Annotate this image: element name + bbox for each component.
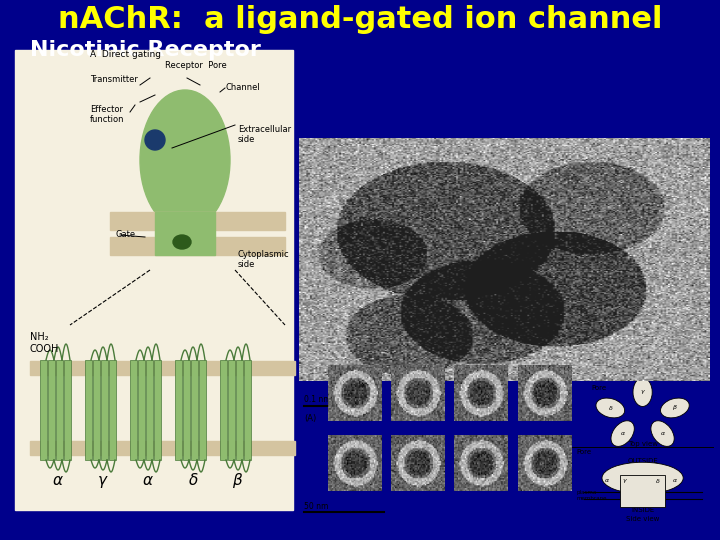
Bar <box>15 50 293 510</box>
Text: $\delta$: $\delta$ <box>608 404 613 412</box>
Ellipse shape <box>173 235 191 249</box>
Text: Cytoplasmic
side: Cytoplasmic side <box>238 250 289 269</box>
Text: $\beta$: $\beta$ <box>233 471 243 490</box>
Text: $\gamma$: $\gamma$ <box>639 388 646 396</box>
Text: $\gamma$: $\gamma$ <box>97 474 109 490</box>
Bar <box>228 360 235 460</box>
Bar <box>110 212 285 230</box>
Text: $\alpha$: $\alpha$ <box>142 473 154 488</box>
Text: plasma
membrane: plasma membrane <box>576 490 607 501</box>
Text: 0.1 nm: 0.1 nm <box>304 395 330 404</box>
Bar <box>101 360 108 460</box>
Ellipse shape <box>660 398 689 418</box>
Text: $\alpha$: $\alpha$ <box>52 473 64 488</box>
Text: Pore: Pore <box>591 385 606 391</box>
Text: Top view: Top view <box>628 441 657 447</box>
Bar <box>40 360 47 460</box>
Text: Channel: Channel <box>225 83 260 92</box>
Bar <box>138 360 145 460</box>
Text: Nicotinic Receptor: Nicotinic Receptor <box>30 40 261 60</box>
Ellipse shape <box>596 398 625 418</box>
Bar <box>183 360 190 460</box>
Text: Side view: Side view <box>626 516 660 522</box>
Bar <box>175 360 182 460</box>
Text: (A): (A) <box>304 414 316 423</box>
Bar <box>220 360 227 460</box>
Bar <box>48 360 55 460</box>
Text: A  Direct gating: A Direct gating <box>90 50 161 59</box>
Text: INSIDE: INSIDE <box>631 507 654 512</box>
Ellipse shape <box>651 421 674 447</box>
Ellipse shape <box>140 90 230 230</box>
Ellipse shape <box>602 462 683 494</box>
Ellipse shape <box>611 421 634 447</box>
Text: $\alpha$: $\alpha$ <box>672 477 678 484</box>
Bar <box>146 360 153 460</box>
Text: Effector
function: Effector function <box>90 105 125 124</box>
Text: $\alpha$: $\alpha$ <box>660 430 665 437</box>
Text: $\alpha$: $\alpha$ <box>604 477 610 484</box>
Bar <box>236 360 243 460</box>
Text: Receptor  Pore: Receptor Pore <box>165 61 227 70</box>
Bar <box>130 360 137 460</box>
Text: nAChR:  a ligand-gated ion channel: nAChR: a ligand-gated ion channel <box>58 5 662 35</box>
Text: $\delta$: $\delta$ <box>188 472 198 488</box>
Bar <box>155 212 215 255</box>
Ellipse shape <box>633 378 652 407</box>
Bar <box>244 360 251 460</box>
Text: Pore: Pore <box>576 449 591 455</box>
Text: $\delta$: $\delta$ <box>654 477 660 485</box>
Text: COOH: COOH <box>30 344 59 354</box>
Text: OUTSIDE: OUTSIDE <box>627 458 658 464</box>
Bar <box>85 360 92 460</box>
Text: Transmitter: Transmitter <box>90 75 138 84</box>
Text: $\gamma$: $\gamma$ <box>622 477 628 485</box>
Text: NH₂: NH₂ <box>30 332 49 342</box>
Text: Extracellular
side: Extracellular side <box>238 125 291 144</box>
Bar <box>30 361 295 375</box>
Text: Gate: Gate <box>115 230 135 239</box>
Bar <box>110 237 285 255</box>
Bar <box>199 360 206 460</box>
Text: $\beta$: $\beta$ <box>672 403 678 413</box>
Bar <box>621 475 665 507</box>
Bar <box>93 360 100 460</box>
Text: 50 nm: 50 nm <box>304 502 328 511</box>
Bar <box>56 360 63 460</box>
Bar <box>154 360 161 460</box>
Bar <box>191 360 198 460</box>
Bar <box>109 360 116 460</box>
Bar <box>30 441 295 455</box>
Bar <box>64 360 71 460</box>
Ellipse shape <box>145 130 165 150</box>
Text: $\alpha$: $\alpha$ <box>620 430 626 437</box>
